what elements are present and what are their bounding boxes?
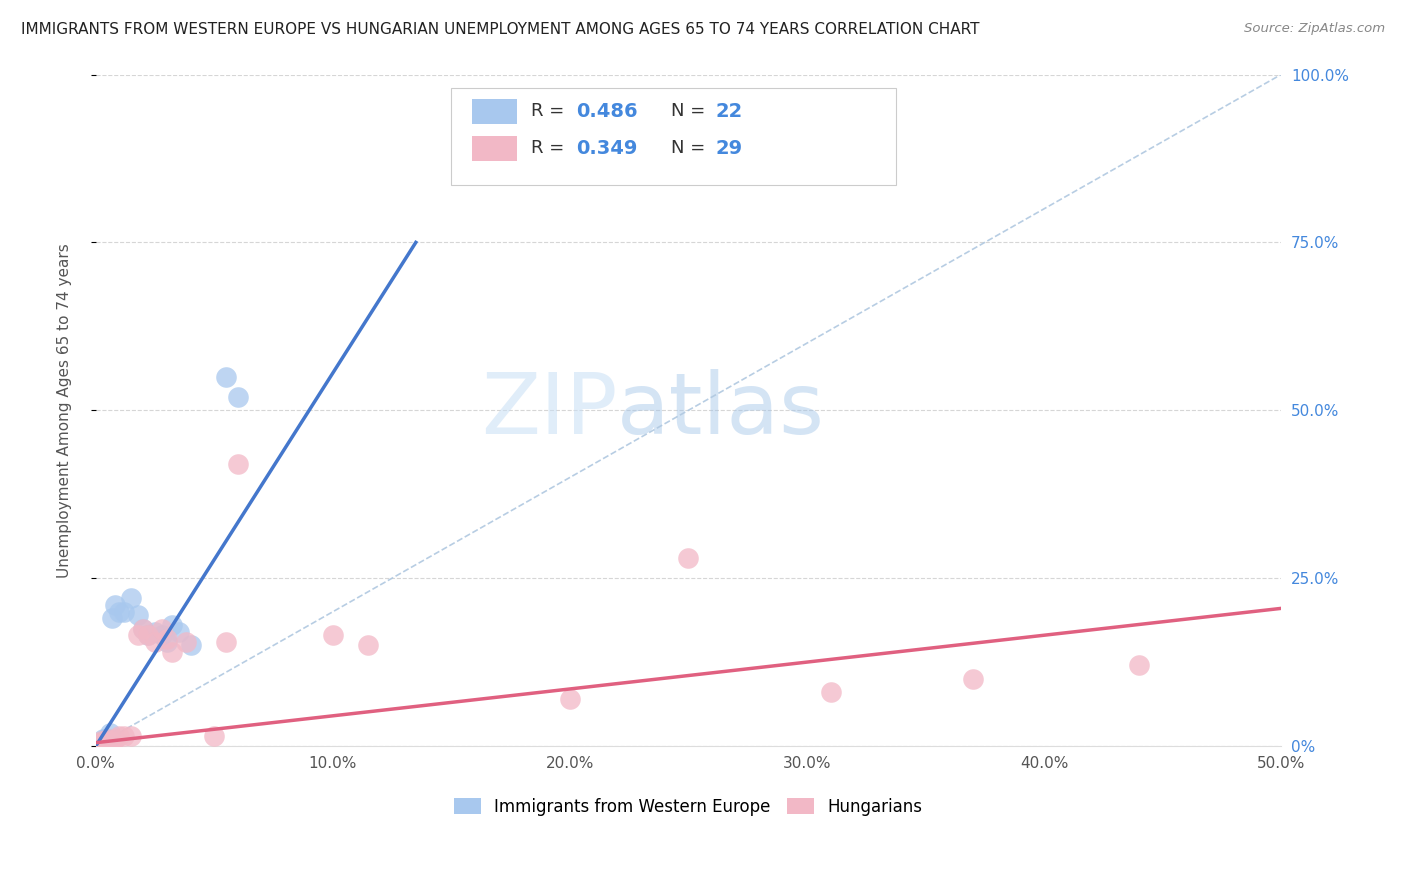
Point (215, 635, 238, 649)
Point (167, 624, 190, 639)
Point (226, 390, 249, 404)
Text: 0.486: 0.486 (576, 102, 637, 121)
Point (962, 672, 984, 686)
Point (90, 736, 112, 750)
Point (136, 628, 159, 642)
Point (104, 598, 127, 612)
Point (202, 729, 225, 743)
Text: IMMIGRANTS FROM WESTERN EUROPE VS HUNGARIAN UNEMPLOYMENT AMONG AGES 65 TO 74 YEA: IMMIGRANTS FROM WESTERN EUROPE VS HUNGAR… (21, 22, 980, 37)
Text: 0.349: 0.349 (576, 139, 637, 158)
Point (87, 736, 110, 750)
Point (101, 611, 124, 625)
Point (112, 729, 135, 743)
Point (150, 622, 173, 636)
Point (820, 685, 842, 699)
Point (98, 725, 121, 739)
Point (143, 635, 166, 649)
Point (98, 733, 121, 747)
Point (174, 635, 197, 649)
Text: 29: 29 (716, 139, 742, 158)
FancyBboxPatch shape (471, 99, 516, 124)
Point (160, 645, 183, 659)
Text: N =: N = (671, 103, 710, 120)
Point (94, 732, 117, 747)
Text: R =: R = (531, 103, 569, 120)
Text: N =: N = (671, 139, 710, 157)
Y-axis label: Unemployment Among Ages 65 to 74 years: Unemployment Among Ages 65 to 74 years (58, 243, 72, 578)
Point (132, 622, 155, 636)
Point (97, 732, 120, 747)
Point (558, 692, 581, 706)
Point (748, 121, 770, 136)
Point (180, 638, 202, 652)
Point (90, 733, 112, 747)
Point (108, 605, 131, 619)
Point (226, 457, 249, 471)
Point (678, 551, 700, 566)
Point (97, 732, 120, 747)
Point (104, 732, 127, 747)
FancyBboxPatch shape (451, 88, 896, 186)
Point (108, 729, 131, 743)
FancyBboxPatch shape (471, 136, 516, 161)
Point (143, 624, 166, 639)
Text: ZIP: ZIP (481, 368, 617, 451)
Legend: Immigrants from Western Europe, Hungarians: Immigrants from Western Europe, Hungaria… (447, 791, 929, 822)
Text: 22: 22 (716, 102, 742, 121)
Point (136, 628, 159, 642)
Point (156, 632, 179, 646)
Point (120, 591, 142, 606)
Point (160, 618, 183, 632)
Point (112, 605, 135, 619)
Point (215, 369, 238, 384)
Point (322, 628, 344, 642)
Point (127, 608, 149, 623)
Text: R =: R = (531, 139, 569, 157)
Point (101, 736, 124, 750)
Point (94, 733, 117, 747)
Point (1128, 658, 1150, 673)
Point (132, 622, 155, 636)
Point (127, 628, 149, 642)
Point (91, 732, 114, 747)
Point (156, 635, 179, 649)
Text: Source: ZipAtlas.com: Source: ZipAtlas.com (1244, 22, 1385, 36)
Point (357, 638, 380, 652)
Point (91, 736, 114, 750)
Point (150, 628, 173, 642)
Point (120, 729, 142, 743)
Text: atlas: atlas (617, 368, 825, 451)
